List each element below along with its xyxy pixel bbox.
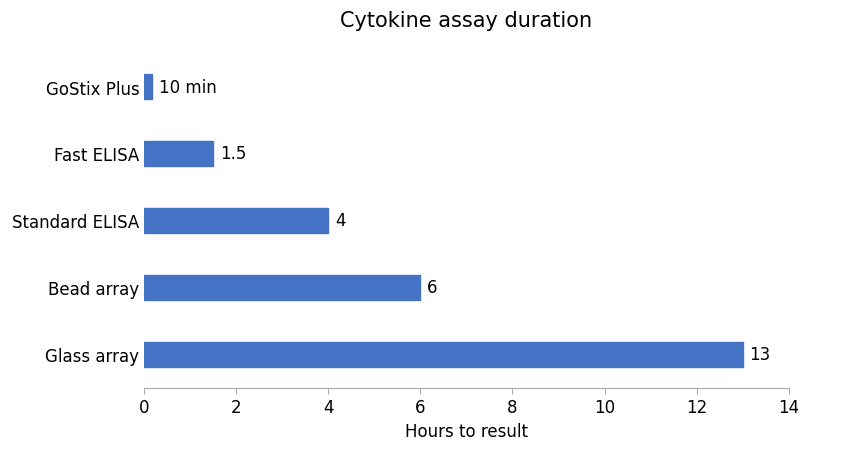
Text: 6: 6 (427, 279, 438, 297)
Bar (144, 75, 152, 100)
Bar (144, 342, 743, 367)
Bar (144, 275, 421, 300)
Bar (144, 208, 328, 234)
X-axis label: Hours to result: Hours to result (404, 422, 528, 440)
Text: 4: 4 (335, 212, 346, 230)
Bar (144, 142, 213, 167)
Text: 10 min: 10 min (159, 78, 216, 97)
Text: 1.5: 1.5 (220, 145, 247, 163)
Text: 13: 13 (750, 345, 771, 364)
Title: Cytokine assay duration: Cytokine assay duration (340, 11, 593, 31)
